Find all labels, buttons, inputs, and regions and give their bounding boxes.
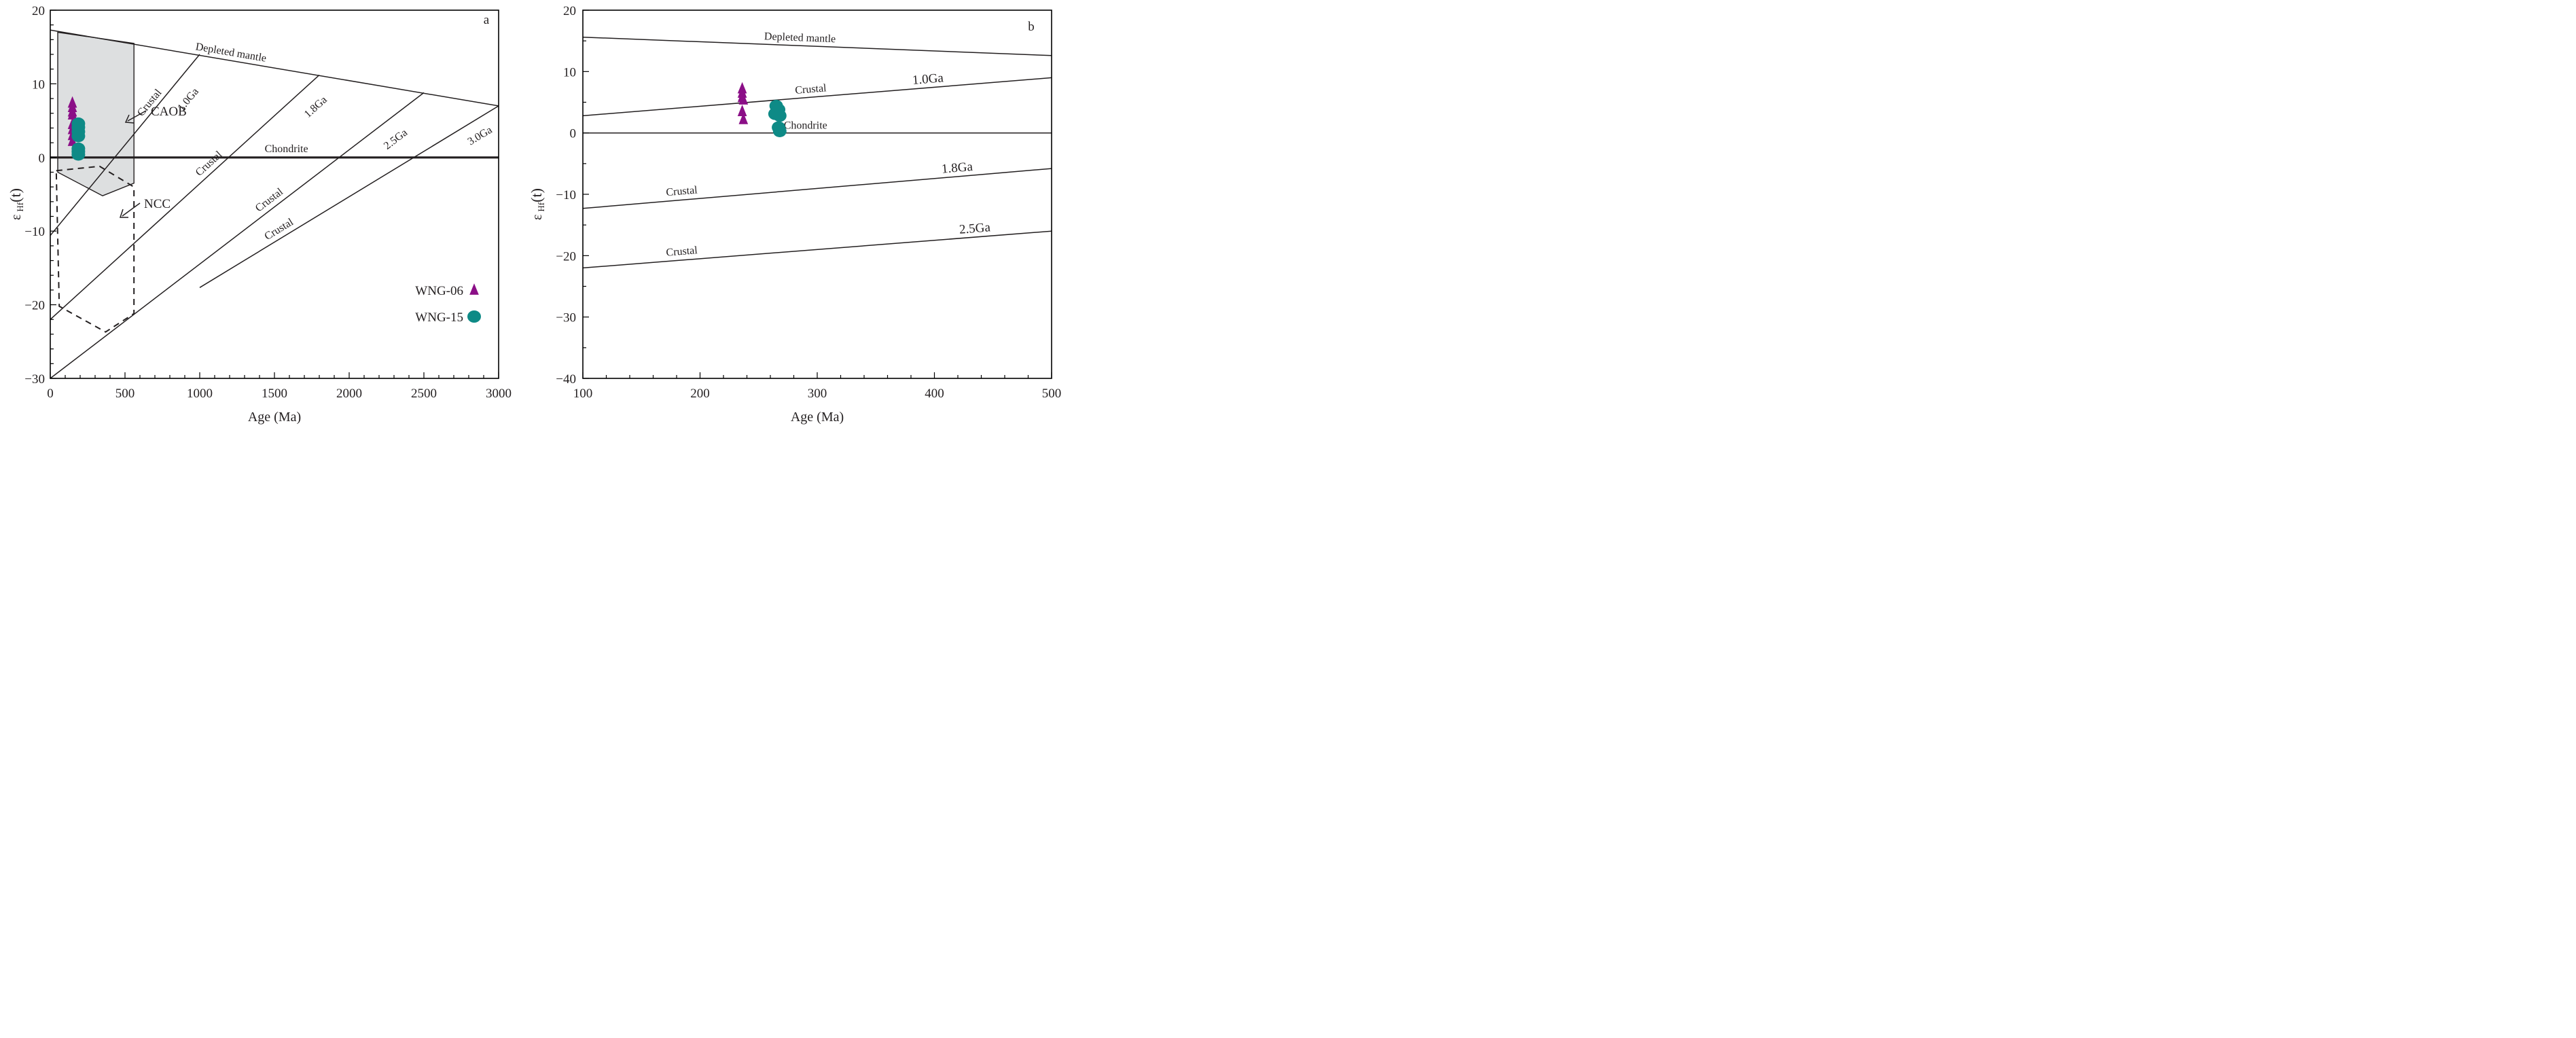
panel-b-xtick-label: 200 xyxy=(690,387,710,401)
panel-a-xtick-label: 500 xyxy=(115,387,135,401)
panel-a-y-axis-label-tail: (t) xyxy=(7,188,24,202)
panel-a-ncc-arrow-head xyxy=(119,209,128,218)
panel-a-reference-lines xyxy=(50,29,499,378)
panel-a-ytick-label: 10 xyxy=(32,77,45,92)
panel-a-wng15-point xyxy=(71,130,86,143)
panel-b-y-axis-label-main: ε xyxy=(530,215,545,220)
panel-a-crustal-1-8-label: Crustal xyxy=(194,149,225,179)
panel-a-xtick-label: 2000 xyxy=(336,387,362,401)
panel-a-caob-label: CAOB xyxy=(151,105,187,119)
panel-a-letter: a xyxy=(484,13,490,27)
panel-b-wng06-point xyxy=(738,92,749,105)
panel-b-line-crustal-1-8ga xyxy=(582,168,1052,209)
panel-b-ytick-label: −20 xyxy=(556,249,576,264)
panel-a-2-5ga-label: 2.5Ga xyxy=(382,127,410,152)
panel-a-wng06-point xyxy=(67,108,77,120)
panel-a-ytick-label: 20 xyxy=(32,4,45,18)
panel-a-xtick-label: 1000 xyxy=(187,387,213,401)
panel-a-xtick-label: 0 xyxy=(47,387,54,401)
panel-b-x-axis-label: Age (Ma) xyxy=(791,410,844,425)
panel-b: −40 −30 −20 −10 0 10 20 100 200 300 400 500 Age (Ma)… xyxy=(528,4,1061,425)
panel-b-wng15-point xyxy=(772,124,787,137)
panel-a-xtick-label: 3000 xyxy=(486,387,512,401)
panel-a-caob-arrow-head xyxy=(124,114,135,124)
panel-b-crustal-1-8-label: Crustal xyxy=(666,184,698,198)
panel-a-chondrite-label: Chondrite xyxy=(265,143,308,155)
panel-b-crustal-1-0-label: Crustal xyxy=(795,82,827,96)
panel-a-wng15-point xyxy=(71,148,86,161)
panel-a-line-crustal-3-0ga xyxy=(199,105,499,288)
panel-b-frame xyxy=(582,10,1052,379)
panel-b-ytick-label: 20 xyxy=(563,4,576,18)
panel-a-ncc-label: NCC xyxy=(144,197,171,211)
panel-a-1-8ga-label: 1.8Ga xyxy=(302,94,329,120)
panel-a-x-axis-label: Age (Ma) xyxy=(248,410,301,425)
panel-b-chondrite-label: Chondrite xyxy=(784,120,827,132)
panel-b-line-depleted-mantle xyxy=(582,36,1052,56)
panel-b-wng15-point xyxy=(772,109,787,122)
panel-b-xtick-label: 400 xyxy=(925,387,944,401)
panel-b-line-crustal-1-0ga xyxy=(582,77,1052,117)
panel-b-1-0ga-label: 1.0Ga xyxy=(912,71,944,88)
panel-a-3-0ga-label: 3.0Ga xyxy=(466,124,495,148)
legend-wng15-marker xyxy=(467,310,481,323)
panel-a-y-axis-label-sub: Hf xyxy=(15,202,25,211)
panel-a-ncc-arrow-shaft xyxy=(122,202,141,217)
panel-b-ytick-label: −10 xyxy=(556,188,576,202)
panel-b-ytick-label: −30 xyxy=(556,311,576,325)
panel-b-2-5ga-label: 2.5Ga xyxy=(959,220,991,237)
panel-b-xtick-label: 100 xyxy=(573,387,593,401)
panel-b-y-axis-label-sub: Hf xyxy=(536,202,546,211)
panel-b-wng06-point xyxy=(737,105,747,116)
panel-a-xtick-label: 1500 xyxy=(262,387,287,401)
panel-b-xtick-label: 300 xyxy=(808,387,827,401)
panel-a-y-axis-label: ε Hf(t) xyxy=(7,188,25,220)
ncc-field xyxy=(55,165,135,333)
panel-a-crustal-2-5-label: Crustal xyxy=(253,186,285,215)
panel-b-ytick-label: 0 xyxy=(570,127,577,141)
panel-a-wng06-point xyxy=(67,135,77,146)
panel-b-1-8ga-label: 1.8Ga xyxy=(941,160,973,177)
panel-a-y-axis-label-main: ε xyxy=(9,215,24,220)
panel-a-xtick-label: 2500 xyxy=(411,387,437,401)
panel-a-caob-arrow-shaft xyxy=(127,110,147,122)
panel-b-letter: b xyxy=(1028,20,1035,34)
panel-b-depleted-mantle-label: Depleted mantle xyxy=(764,31,836,45)
panel-a-ytick-label: −10 xyxy=(24,225,45,239)
panel-b-wng06-point xyxy=(738,112,749,124)
panel-a-line-crustal-1-8ga xyxy=(50,74,320,320)
panel-b-xtick-label: 500 xyxy=(1042,387,1062,401)
panel-a-ytick-label: −30 xyxy=(24,372,45,387)
panel-a-crustal-3-0-label: Crustal xyxy=(263,216,296,243)
panel-a: −30 −20 −10 0 10 20 0 500 1000 1500 2000 2500 3000 Ag… xyxy=(7,4,512,425)
panel-a-ytick-label: −20 xyxy=(24,299,45,313)
panel-b-ytick-label: −40 xyxy=(556,372,576,387)
legend-wng06-marker xyxy=(469,283,479,295)
panel-a-line-crustal-1-0ga xyxy=(50,54,200,236)
panel-a-ytick-label: 0 xyxy=(39,151,46,166)
panel-a-line-crustal-2-5ga xyxy=(50,92,425,378)
panel-b-y-axis-label: ε Hf(t) xyxy=(528,188,546,220)
panel-b-ytick-label: 10 xyxy=(563,65,576,79)
panel-b-y-axis-label-tail: (t) xyxy=(528,188,545,202)
legend-wng15-label: WNG-15 xyxy=(415,310,463,325)
panel-b-line-crustal-2-5ga xyxy=(582,230,1052,269)
panel-b-crustal-2-5-label: Crustal xyxy=(666,245,698,259)
legend-wng06-label: WNG-06 xyxy=(415,284,463,298)
